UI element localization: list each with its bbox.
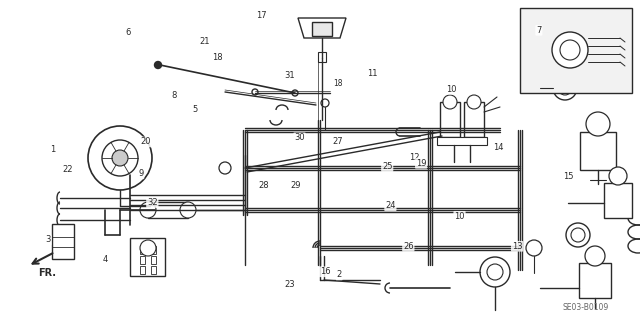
Circle shape [292, 90, 298, 96]
Bar [580, 132, 616, 170]
Bar [151, 266, 156, 274]
Text: 10: 10 [454, 212, 465, 221]
Text: 30: 30 [294, 133, 305, 142]
Circle shape [487, 264, 503, 280]
Text: 12: 12 [410, 153, 420, 162]
Text: 1: 1 [50, 145, 55, 154]
Text: 9: 9 [138, 169, 143, 178]
Circle shape [154, 62, 161, 69]
Circle shape [553, 76, 577, 100]
Text: 4: 4 [103, 255, 108, 263]
Circle shape [102, 140, 138, 176]
Bar [318, 52, 326, 62]
Text: 7: 7 [536, 26, 541, 35]
Circle shape [552, 32, 588, 68]
Bar [437, 137, 487, 145]
Circle shape [560, 40, 580, 60]
Bar [579, 263, 611, 298]
Text: 11: 11 [367, 69, 378, 78]
Text: 18: 18 [333, 78, 343, 87]
Circle shape [609, 167, 627, 185]
Circle shape [586, 112, 610, 136]
Bar [440, 102, 460, 137]
Text: 10: 10 [446, 85, 456, 94]
Text: 18: 18 [212, 53, 223, 62]
Polygon shape [298, 18, 346, 38]
Text: 6: 6 [125, 28, 131, 37]
Text: 21: 21 [200, 37, 210, 46]
Text: 24: 24 [385, 201, 396, 210]
Text: FR.: FR. [38, 268, 56, 278]
Circle shape [566, 223, 590, 247]
Text: 8: 8 [172, 91, 177, 100]
Text: 17: 17 [256, 11, 266, 20]
Circle shape [140, 202, 156, 218]
Circle shape [321, 99, 329, 107]
Text: 25: 25 [382, 162, 392, 171]
Bar [148, 202, 188, 218]
Bar [130, 238, 165, 276]
Text: 5: 5 [193, 105, 198, 114]
Text: 14: 14 [493, 143, 503, 152]
Text: 28: 28 [259, 181, 269, 190]
Circle shape [467, 95, 481, 109]
Text: 20: 20 [141, 137, 151, 146]
Circle shape [180, 202, 196, 218]
Text: SE03-B0109: SE03-B0109 [563, 303, 609, 313]
Text: 16: 16 [320, 267, 330, 276]
Bar [151, 246, 156, 254]
Text: 2: 2 [337, 271, 342, 279]
Bar [52, 224, 74, 259]
Circle shape [443, 95, 457, 109]
Circle shape [585, 246, 605, 266]
Text: 22: 22 [62, 165, 72, 174]
Text: 26: 26 [403, 242, 413, 251]
Circle shape [140, 240, 156, 256]
Circle shape [112, 150, 128, 166]
Text: 15: 15 [563, 172, 573, 181]
Bar [464, 102, 484, 137]
Text: 13: 13 [512, 242, 522, 251]
Circle shape [480, 257, 510, 287]
Bar [520, 8, 632, 93]
Circle shape [526, 240, 542, 256]
Text: 31: 31 [284, 71, 294, 80]
Bar [140, 246, 145, 254]
Bar [140, 266, 145, 274]
Circle shape [558, 81, 572, 95]
Circle shape [88, 126, 152, 190]
Text: 32: 32 [147, 198, 157, 207]
Bar [140, 256, 145, 264]
Bar [604, 183, 632, 218]
Text: 29: 29 [291, 181, 301, 190]
Text: 23: 23 [284, 280, 294, 289]
Circle shape [219, 162, 231, 174]
Text: 27: 27 [333, 137, 343, 146]
Bar [151, 256, 156, 264]
Text: 19: 19 [416, 159, 426, 168]
Circle shape [252, 89, 258, 95]
Bar [312, 22, 332, 36]
Circle shape [571, 228, 585, 242]
Text: 3: 3 [45, 235, 51, 244]
